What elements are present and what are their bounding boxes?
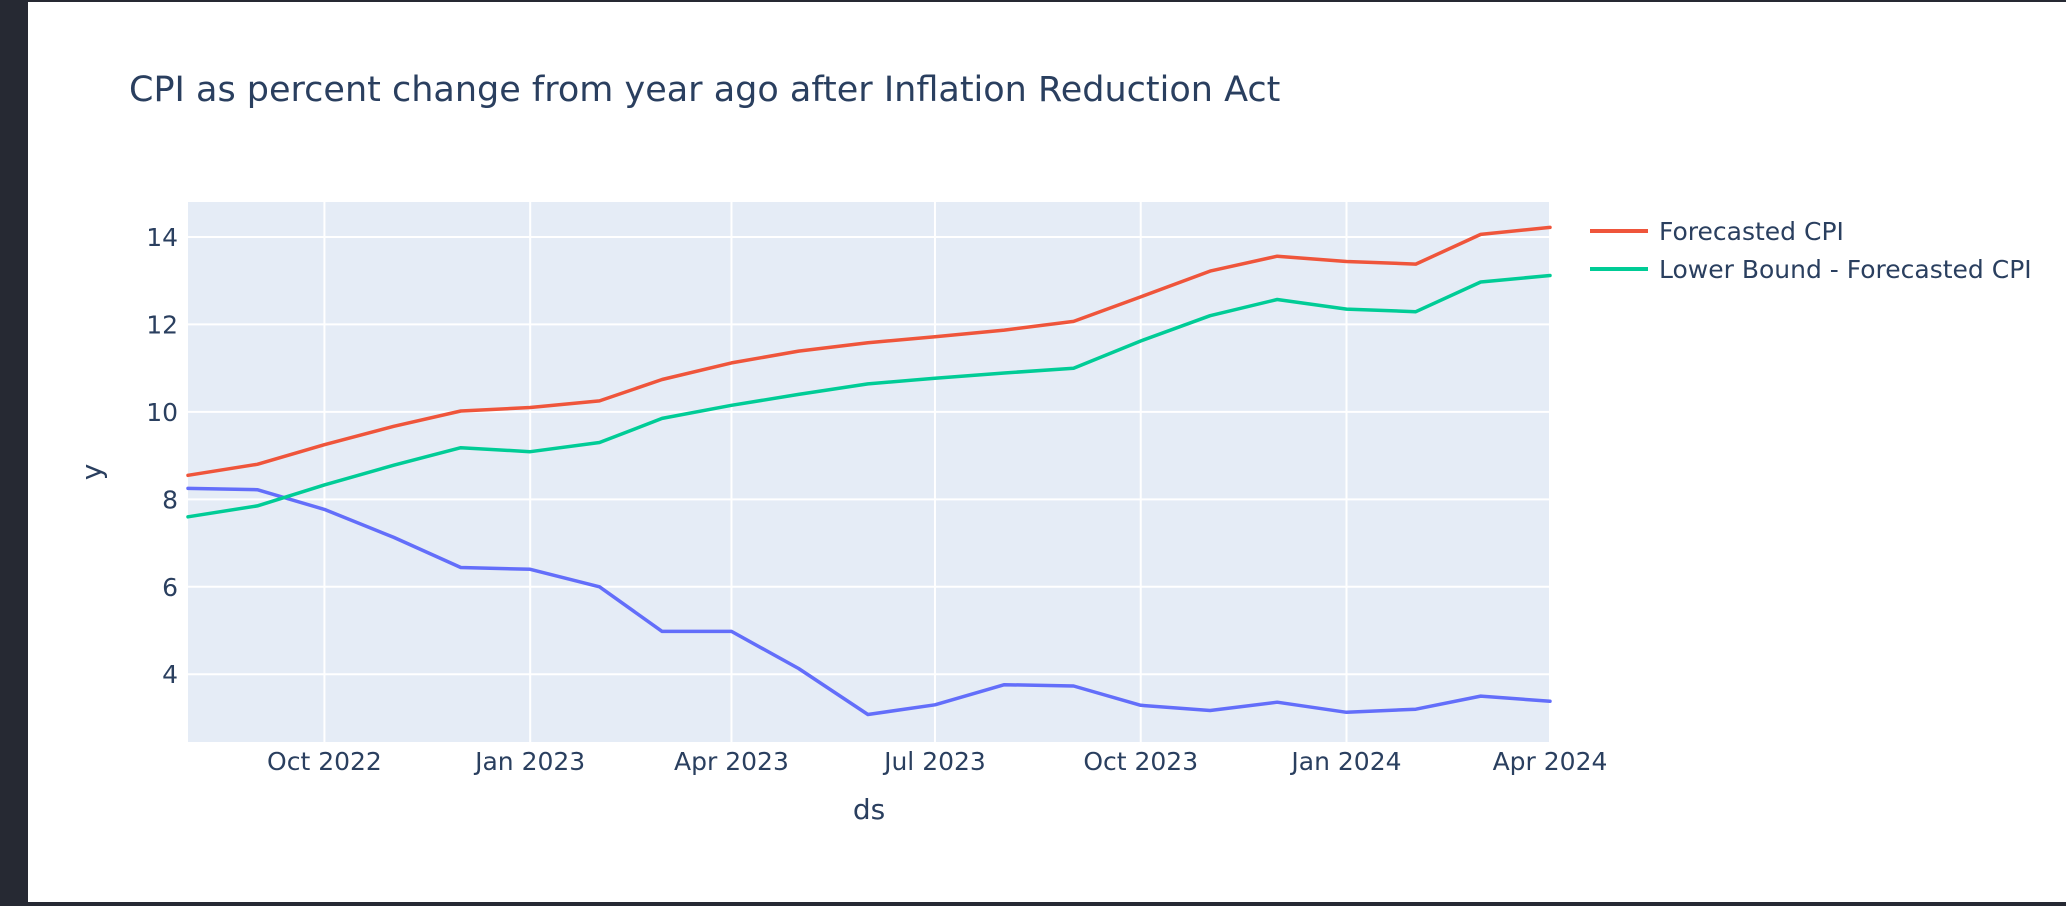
x-tick-label: Apr 2023 — [674, 747, 789, 776]
y-tick-label: 8 — [162, 485, 178, 514]
legend-item[interactable]: Lower Bound - Forecasted CPI — [1590, 255, 2032, 284]
x-tick-label: Oct 2023 — [1083, 747, 1198, 776]
x-tick-label: Apr 2024 — [1493, 747, 1608, 776]
chart-frame: CPI as percent change from year ago afte… — [28, 2, 2066, 902]
legend-label: Forecasted CPI — [1659, 217, 1844, 246]
legend-item[interactable]: Forecasted CPI — [1590, 217, 1844, 246]
x-tick-label: Jan 2023 — [473, 747, 585, 776]
legend[interactable]: Forecasted CPI Lower Bound - Forecasted C… — [1590, 217, 2032, 284]
y-axis-title: y — [75, 464, 108, 481]
y-tick-label: 6 — [162, 573, 178, 602]
chart-svg: CPI as percent change from year ago afte… — [75, 70, 2032, 826]
legend-label: Lower Bound - Forecasted CPI — [1659, 255, 2032, 284]
x-tick-label: Oct 2022 — [267, 747, 382, 776]
series-line-0[interactable] — [186, 486, 1552, 717]
axis-ticks: 4 6 8 10 12 14 Oct 2022 Jan 2023 Apr 2023 Jul 202… — [146, 223, 1607, 776]
y-tick-label: 14 — [146, 223, 178, 252]
y-tick-label: 4 — [162, 660, 178, 689]
y-tick-label: 12 — [146, 310, 178, 339]
series-line-2[interactable] — [186, 273, 1552, 519]
chart-title: CPI as percent change from year ago afte… — [129, 70, 1280, 110]
y-tick-label: 10 — [146, 398, 178, 427]
x-tick-label: Jan 2024 — [1289, 747, 1401, 776]
series-lines — [186, 225, 1552, 717]
grid-lines — [188, 202, 1551, 742]
plot-area — [188, 202, 1550, 742]
series-line-1[interactable] — [186, 225, 1552, 478]
x-axis-title: ds — [853, 793, 885, 826]
x-tick-label: Jul 2023 — [882, 747, 986, 776]
